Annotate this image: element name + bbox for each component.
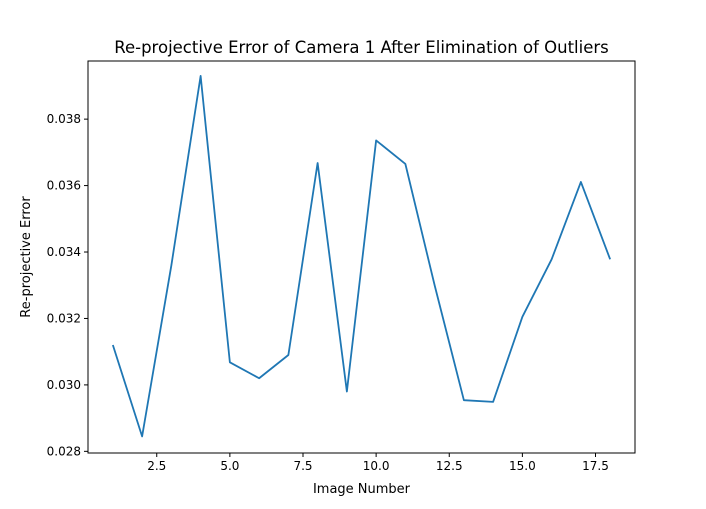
chart-title: Re-projective Error of Camera 1 After El… xyxy=(114,38,609,57)
x-tick-label: 12.5 xyxy=(436,459,463,473)
series-line xyxy=(112,75,611,438)
y-tick-label: 0.032 xyxy=(47,311,81,325)
x-tick-label: 17.5 xyxy=(582,459,609,473)
x-tick-label: 15.0 xyxy=(509,459,536,473)
x-tick-label: 5.0 xyxy=(220,459,239,473)
x-axis-label: Image Number xyxy=(313,482,411,497)
plot-area-frame xyxy=(87,60,636,454)
y-tick-label: 0.038 xyxy=(47,112,81,126)
y-tick-label: 0.028 xyxy=(47,444,81,458)
y-tick-label: 0.034 xyxy=(47,245,81,259)
y-axis-label: Re-projective Error xyxy=(19,196,34,318)
y-tick-label: 0.030 xyxy=(47,378,81,392)
y-tick-label: 0.036 xyxy=(47,179,81,193)
x-axis-ticks: 2.5 5.0 7.5 10.0 12.5 15.0 17.5 xyxy=(147,453,609,473)
x-tick-label: 10.0 xyxy=(363,459,390,473)
x-tick-label: 2.5 xyxy=(147,459,166,473)
x-tick-label: 7.5 xyxy=(293,459,312,473)
y-axis-ticks: 0.028 0.030 0.032 0.034 0.036 0.038 xyxy=(47,112,88,458)
